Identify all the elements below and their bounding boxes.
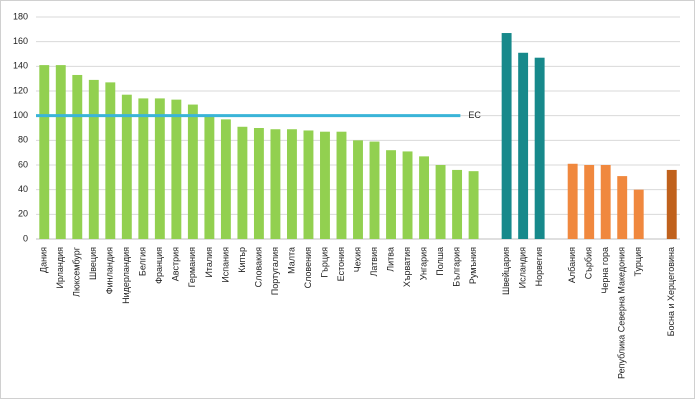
- x-tick-label: Нидерландия: [121, 247, 131, 304]
- bar: [402, 151, 413, 239]
- bar: [666, 169, 677, 239]
- x-tick-label: Норвегия: [534, 247, 544, 287]
- bar: [187, 104, 198, 239]
- bar: [286, 129, 297, 239]
- bar: [220, 119, 231, 239]
- x-tick-label: Швейцария: [501, 247, 511, 295]
- bar: [369, 141, 380, 239]
- x-tick-label: Словакия: [253, 247, 263, 288]
- bar: [138, 98, 149, 240]
- bar: [468, 171, 479, 239]
- x-tick-label: Белгия: [138, 247, 148, 276]
- x-tick-label: Латвия: [369, 247, 379, 277]
- bar: [303, 130, 314, 239]
- bar: [204, 114, 215, 239]
- x-tick-label: Гърция: [319, 247, 329, 278]
- x-tick-label: Люксембург: [72, 246, 82, 297]
- y-tick-label: 160: [13, 36, 28, 46]
- bar: [270, 129, 281, 239]
- x-tick-label: Литва: [385, 247, 395, 272]
- y-tick-label: 80: [18, 135, 28, 145]
- x-tick-label: Словения: [303, 247, 313, 289]
- x-tick-label: Ирландия: [55, 247, 65, 289]
- bar: [253, 128, 264, 239]
- x-tick-label: Румъния: [468, 247, 478, 284]
- x-tick-label: Чехия: [352, 247, 362, 272]
- bar: [584, 165, 595, 239]
- y-tick-label: 60: [18, 159, 28, 169]
- y-tick-label: 0: [23, 233, 28, 243]
- bar: [567, 163, 578, 239]
- x-tick-label: Испания: [220, 247, 230, 283]
- x-tick-label: Малта: [286, 247, 296, 274]
- bar: [237, 126, 248, 239]
- bar: [105, 82, 116, 239]
- y-tick-label: 20: [18, 209, 28, 219]
- bar: [419, 156, 430, 239]
- bar: [121, 94, 132, 239]
- x-tick-label: Албания: [567, 247, 577, 283]
- x-tick-label: Естония: [336, 247, 346, 281]
- bar: [386, 150, 396, 239]
- x-tick-label: Швеция: [88, 247, 98, 280]
- bar: [353, 140, 363, 239]
- bar: [452, 169, 463, 239]
- x-tick-label: Унгария: [418, 247, 428, 280]
- x-tick-label: Черна гора: [600, 247, 610, 294]
- bar: [633, 189, 644, 239]
- bar: [501, 33, 512, 240]
- x-tick-label: Исландия: [518, 247, 528, 288]
- x-tick-label: Сърбия: [584, 247, 594, 279]
- y-tick-label: 100: [13, 110, 28, 120]
- y-tick-label: 40: [18, 184, 28, 194]
- x-tick-label: Португалия: [270, 247, 280, 295]
- bar: [518, 52, 529, 240]
- bar: [39, 65, 50, 239]
- bar: [55, 65, 66, 239]
- x-tick-label: Австрия: [171, 247, 181, 281]
- x-tick-label: Франция: [154, 247, 164, 284]
- x-tick-label: България: [451, 247, 461, 287]
- x-tick-label: Полша: [435, 247, 445, 276]
- bar: [336, 131, 347, 239]
- x-tick-label: Италия: [204, 247, 214, 278]
- x-tick-label: Босна и Херцеговина: [666, 247, 676, 336]
- x-tick-label: Република Северна Македония: [617, 247, 627, 379]
- bar: [171, 99, 182, 239]
- y-tick-label: 120: [13, 85, 28, 95]
- bar: [154, 98, 165, 240]
- bar: [435, 165, 446, 239]
- reference-label: ЕС: [468, 110, 481, 120]
- x-tick-label: Дания: [39, 247, 49, 273]
- y-tick-label: 140: [13, 61, 28, 71]
- x-tick-label: Кипър: [237, 247, 247, 273]
- bar: [72, 74, 83, 239]
- x-tick-label: Хърватия: [402, 247, 412, 287]
- bar: [88, 79, 99, 240]
- bar: [617, 176, 628, 239]
- x-tick-label: Турция: [633, 247, 643, 277]
- bar: [534, 57, 545, 240]
- bar: [600, 165, 611, 239]
- y-tick-label: 180: [13, 11, 28, 21]
- x-tick-label: Германия: [187, 247, 197, 287]
- bar: [320, 131, 330, 239]
- x-tick-label: Финландия: [105, 247, 115, 294]
